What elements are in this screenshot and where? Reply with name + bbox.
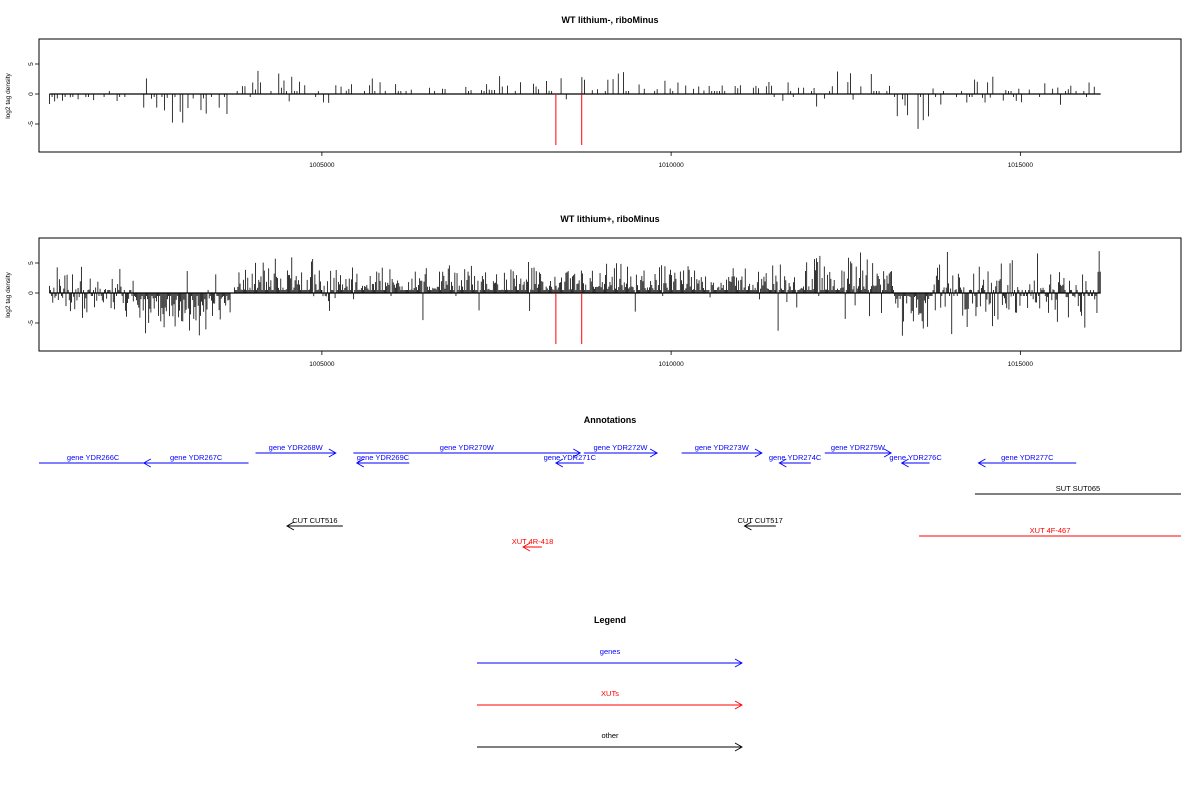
feature-label: gene YDR274C	[769, 453, 822, 462]
annotation-feature: gene YDR275W	[824, 443, 893, 458]
annotation-items: gene YDR266C gene YDR267C gene YDR268W gene…	[39, 443, 1181, 552]
arrow-head	[977, 458, 986, 468]
feature-label: gene YDR272W	[593, 443, 648, 452]
y-tick-label: 5	[28, 261, 35, 265]
arrow-head	[522, 542, 531, 552]
x-tick-label: 1005000	[309, 361, 335, 368]
legend-entry: genes	[477, 647, 743, 668]
feature-label: gene YDR275W	[831, 443, 886, 452]
arrow-head	[734, 700, 743, 710]
annotation-feature: XUT 4R-418	[512, 537, 554, 552]
y-tick-label: -5	[28, 121, 35, 127]
feature-label: SUT SUT065	[1056, 484, 1100, 493]
y-tick-label: 0	[28, 291, 35, 295]
y-axis-label: log2 tag density	[5, 271, 12, 317]
plot-frame	[38, 38, 1182, 153]
tick-group: 1005000 1010000 1015000 -5 0 5	[28, 261, 1033, 368]
feature-label: gene YDR276C	[889, 453, 942, 462]
panel-title: WT lithium-, riboMinus	[562, 15, 659, 25]
y-tick-label: -5	[28, 320, 35, 326]
annotation-feature: gene YDR272W	[583, 443, 659, 458]
annotation-feature: CUT CUT517	[738, 516, 783, 531]
arrow-head	[328, 448, 337, 458]
arrow-head	[734, 658, 743, 668]
feature-label: gene YDR267C	[170, 453, 223, 462]
arrow-head	[778, 458, 787, 468]
annotation-feature: gene YDR277C	[977, 453, 1077, 468]
arrow-head	[355, 458, 365, 468]
annotation-feature: gene YDR276C	[889, 453, 942, 468]
annotation-feature: CUT CUT516	[286, 516, 343, 531]
feature-label: gene YDR268W	[269, 443, 324, 452]
arrow-head	[883, 448, 893, 458]
arrow-head	[754, 448, 763, 458]
signal-bars	[49, 251, 1101, 344]
legend-label: genes	[600, 647, 621, 656]
arrow-head	[649, 448, 659, 458]
annotation-feature: gene YDR273W	[681, 443, 763, 458]
arrow-head	[142, 458, 151, 468]
annotation-feature: SUT SUT065	[974, 484, 1181, 495]
feature-label: gene YDR266C	[67, 453, 120, 462]
legend-entry: XUTs	[477, 689, 743, 710]
plot-frame	[38, 237, 1182, 352]
arrow-head	[573, 448, 582, 458]
arrow-head	[743, 521, 752, 531]
annotation-feature: gene YDR268W	[255, 443, 337, 458]
tick-group: 1005000 1010000 1015000 -5 0 5	[28, 62, 1033, 169]
arrow-head	[900, 458, 909, 468]
annotations-title: Annotations	[584, 415, 637, 425]
legend-entry: other	[477, 731, 743, 752]
feature-label: gene YDR269C	[357, 453, 410, 462]
y-tick-label: 5	[28, 62, 35, 66]
x-tick-label: 1010000	[658, 361, 684, 368]
annotation-feature: gene YDR270W	[353, 443, 582, 458]
legend-title: Legend	[594, 615, 626, 625]
arrow-head	[286, 521, 295, 531]
annotation-feature: gene YDR267C	[142, 453, 249, 468]
feature-label: CUT CUT516	[292, 516, 337, 525]
feature-label: gene YDR277C	[1001, 453, 1054, 462]
legend-label: XUTs	[601, 689, 619, 698]
signal-bars	[49, 70, 1101, 145]
y-axis-label: log2 tag density	[5, 72, 12, 118]
feature-label: gene YDR273W	[695, 443, 750, 452]
panel-title: WT lithium+, riboMinus	[560, 214, 659, 224]
feature-label: CUT CUT517	[738, 516, 783, 525]
annotation-feature: XUT 4F-467	[919, 526, 1181, 537]
y-tick-label: 0	[28, 92, 35, 96]
feature-label: gene YDR270W	[440, 443, 495, 452]
feature-label: XUT 4R-418	[512, 537, 554, 546]
panel-lithium-minus: WT lithium-, riboMinus log2 tag density …	[5, 15, 1182, 169]
feature-label: gene YDR271C	[544, 453, 597, 462]
arrow-head	[734, 742, 743, 752]
arrow-head	[554, 458, 564, 468]
annotation-feature: gene YDR266C	[39, 453, 148, 464]
x-tick-label: 1015000	[1008, 162, 1034, 169]
legend-label: other	[601, 731, 619, 740]
annotation-feature: gene YDR269C	[355, 453, 410, 468]
legend-items: genes XUTs other	[477, 647, 743, 752]
x-tick-label: 1005000	[309, 162, 335, 169]
x-tick-label: 1010000	[658, 162, 684, 169]
annotations-track: Annotations gene YDR266C gene YDR267Cgene…	[39, 415, 1181, 552]
feature-label: XUT 4F-467	[1030, 526, 1071, 535]
legend: Legend genes XUTs other	[477, 615, 743, 752]
panel-lithium-plus: WT lithium+, riboMinus log2 tag density …	[5, 214, 1182, 368]
x-tick-label: 1015000	[1008, 361, 1034, 368]
annotation-feature: gene YDR271C	[544, 453, 597, 468]
annotation-feature: gene YDR274C	[769, 453, 822, 468]
